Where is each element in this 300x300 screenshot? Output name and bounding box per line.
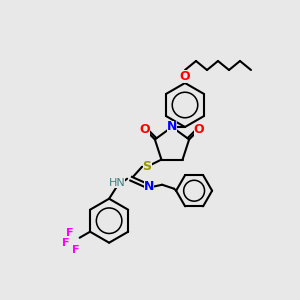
Text: S: S [142,160,152,173]
Text: O: O [180,70,190,83]
Text: N: N [144,180,154,193]
Text: HN: HN [109,178,125,188]
Text: O: O [194,123,204,136]
Text: O: O [140,123,150,136]
Text: F: F [72,245,80,255]
Text: F: F [62,238,69,248]
Text: N: N [167,121,177,134]
Text: F: F [66,228,74,238]
